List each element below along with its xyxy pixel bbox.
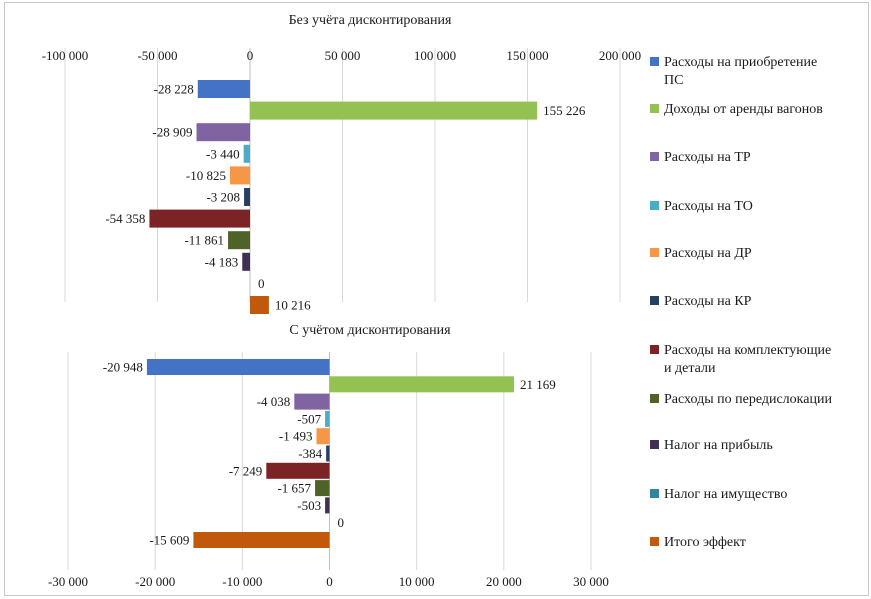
bar-2-9 xyxy=(325,497,330,514)
bar-1-6 xyxy=(244,188,250,206)
legend-label: Налог на прибыль xyxy=(664,438,773,453)
tick-label: 100 000 xyxy=(414,48,456,63)
bar-2-5 xyxy=(316,428,330,445)
tick-label: 200 000 xyxy=(599,48,641,63)
data-label: -384 xyxy=(298,446,322,461)
bar-2-4 xyxy=(325,410,330,427)
bar-2-6 xyxy=(326,445,330,462)
legend-swatch xyxy=(650,248,659,257)
legend-label: Расходы на ТР xyxy=(664,150,751,165)
tick-label: 150 000 xyxy=(506,48,548,63)
bar-2-3 xyxy=(294,393,330,410)
bar-2-8 xyxy=(315,480,330,497)
tick-label: 0 xyxy=(326,574,333,589)
chart-1: -100 000 -50 000 0 50 000 100 000 150 000 200 … xyxy=(42,48,641,314)
data-label: 155 226 xyxy=(543,103,586,118)
legend-label: Налог на имущество xyxy=(664,487,787,502)
data-label: -503 xyxy=(297,498,321,513)
legend-swatch xyxy=(650,537,659,546)
chart1-title: Без учёта дисконтирования xyxy=(289,13,452,28)
bar-2-7 xyxy=(266,462,330,479)
data-label: -28 228 xyxy=(154,82,194,97)
legend-swatch xyxy=(650,440,659,449)
data-label: -3 208 xyxy=(206,190,240,205)
legend-swatch xyxy=(650,57,659,66)
data-label: -4 038 xyxy=(257,394,291,409)
chart-frame xyxy=(4,2,869,596)
bar-2-1 xyxy=(146,359,330,375)
data-label: -3 440 xyxy=(206,146,240,161)
legend-label: Расходы на комплектующие xyxy=(664,343,831,358)
bar-2-2 xyxy=(329,376,515,393)
legend-swatch xyxy=(650,104,659,113)
legend-swatch xyxy=(650,296,659,305)
data-label: -7 249 xyxy=(229,463,263,478)
data-label: 21 169 xyxy=(520,377,556,392)
data-label: -28 909 xyxy=(152,125,192,140)
data-label: -1 657 xyxy=(277,481,311,496)
bar-1-4 xyxy=(243,144,250,163)
data-label: -507 xyxy=(297,411,321,426)
tick-label: -20 000 xyxy=(135,574,175,589)
data-label: 10 216 xyxy=(275,298,311,313)
tick-label: 10 000 xyxy=(399,574,435,589)
bar-1-11 xyxy=(250,296,269,314)
data-label: 0 xyxy=(258,276,265,291)
legend-swatch xyxy=(650,201,659,210)
chart2-title: С учётом дисконтирования xyxy=(289,323,451,338)
tick-label: -30 000 xyxy=(48,574,88,589)
legend-swatch xyxy=(650,489,659,498)
legend-label: Расходы на ТО xyxy=(664,199,753,214)
tick-label: -50 000 xyxy=(137,48,177,63)
data-label: -20 948 xyxy=(103,360,143,375)
legend-swatch xyxy=(650,394,659,403)
bar-1-5 xyxy=(229,166,250,185)
legend: Расходы на приобретение ПС Доходы от аренд… xyxy=(650,55,832,550)
bar-1-1 xyxy=(197,80,250,98)
legend-swatch xyxy=(650,152,659,161)
legend-label-line2: и детали xyxy=(664,361,716,376)
bar-1-8 xyxy=(228,231,250,250)
tick-label: 30 000 xyxy=(573,574,609,589)
tick-label: -10 000 xyxy=(222,574,262,589)
data-label: -4 183 xyxy=(205,254,239,269)
data-label: 0 xyxy=(338,515,345,530)
tick-label: 50 000 xyxy=(325,48,361,63)
data-label: -1 493 xyxy=(279,429,313,444)
legend-label: Итого эффект xyxy=(664,535,746,550)
legend-label: Расходы на КР xyxy=(664,294,752,309)
legend-swatch xyxy=(650,345,659,354)
tick-label: 20 000 xyxy=(486,574,522,589)
legend-label: Доходы от аренды вагонов xyxy=(664,102,823,117)
chart-2: -30 000 -20 000 -10 000 0 10 000 20 000 30 000… xyxy=(48,352,609,589)
legend-label: Расходы на приобретение xyxy=(664,55,817,70)
bar-2-11 xyxy=(193,532,330,548)
bar-1-2 xyxy=(250,101,538,120)
bar-1-3 xyxy=(196,123,250,142)
data-label: -54 358 xyxy=(105,211,145,226)
bar-1-7 xyxy=(149,209,250,228)
data-label: -11 861 xyxy=(184,233,224,248)
tick-label: -100 000 xyxy=(42,48,89,63)
bar-1-9 xyxy=(242,252,250,271)
legend-label: Расходы по передислокации xyxy=(664,392,832,407)
tick-label: 0 xyxy=(247,48,254,63)
data-label: -10 825 xyxy=(186,168,226,183)
legend-label-line2: ПС xyxy=(664,73,683,88)
data-label: -15 609 xyxy=(149,533,189,548)
legend-label: Расходы на ДР xyxy=(664,246,752,261)
